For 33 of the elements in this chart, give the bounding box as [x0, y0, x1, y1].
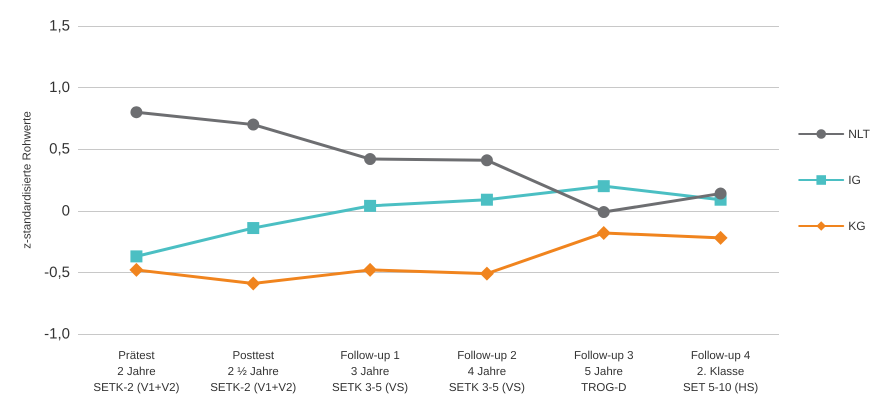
y-tick-label: -1,0	[44, 326, 70, 342]
point	[247, 222, 260, 234]
point	[598, 180, 610, 192]
point	[598, 206, 610, 218]
x-tick-label: Follow-up 4 2. Klasse SET 5-10 (HS)	[682, 350, 758, 394]
point	[246, 276, 260, 290]
y-axis-title: z-standardisierte Rohwerte	[21, 111, 34, 249]
x-tick-label: Follow-up 2 4 Jahre SETK 3-5 (VS)	[448, 350, 526, 394]
point	[130, 106, 142, 118]
y-tick-label: 0	[62, 202, 70, 220]
y-tick-label: -0,5	[44, 264, 70, 281]
legend-label: IG	[848, 173, 861, 187]
point	[130, 250, 142, 262]
point	[480, 194, 493, 206]
point	[714, 230, 728, 245]
x-tick-label: Posttest 2 ½ Jahre SETK-2 (V1+V2)	[210, 350, 296, 394]
x-tick-label: Follow-up 1 3 Jahre SETK 3-5 (VS)	[332, 350, 408, 394]
legend-label: KG	[848, 219, 866, 233]
point	[596, 226, 611, 240]
legend-label: NLT	[848, 127, 871, 141]
x-tick-label: Follow-up 3 5 Jahre TROG-D	[574, 350, 634, 394]
y-tick-label: 1,5	[49, 18, 70, 34]
point	[714, 188, 727, 200]
point	[364, 153, 376, 166]
y-tick-label: 0,5	[49, 140, 70, 158]
point	[363, 262, 378, 277]
point	[364, 200, 376, 212]
y-tick-label: 1,0	[49, 79, 70, 96]
x-tick-label: Prätest 2 Jahre SETK-2 (V1+V2)	[93, 350, 180, 394]
point	[480, 266, 494, 281]
point	[129, 262, 144, 277]
point	[480, 154, 493, 166]
point	[247, 118, 260, 131]
